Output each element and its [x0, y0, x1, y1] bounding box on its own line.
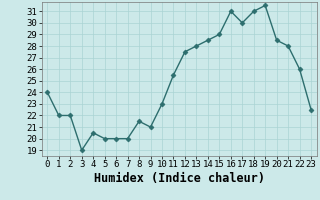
X-axis label: Humidex (Indice chaleur): Humidex (Indice chaleur) [94, 172, 265, 185]
